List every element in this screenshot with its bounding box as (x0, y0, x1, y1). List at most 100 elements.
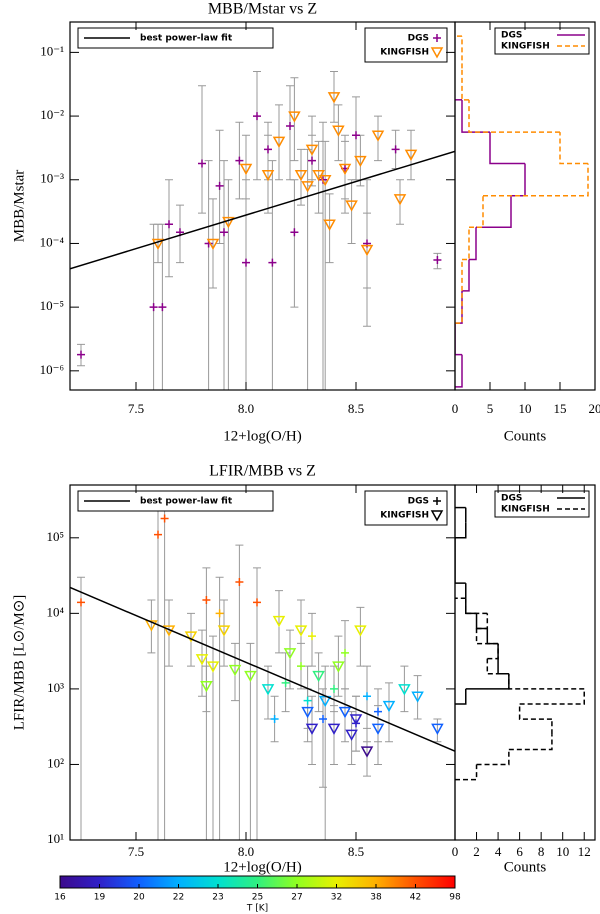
marker (393, 194, 407, 206)
error-bar (286, 629, 294, 690)
marker (433, 497, 441, 505)
marker (363, 692, 371, 701)
marker (433, 34, 441, 42)
x-axis-label: 12+log(O/H) (223, 428, 301, 444)
legend-label: DGS (501, 31, 522, 41)
marker (220, 228, 228, 237)
legend-label: best power-law fit (140, 497, 233, 507)
marker (338, 163, 352, 176)
error-bar (202, 665, 211, 713)
marker (411, 691, 424, 703)
error-bar (224, 179, 233, 390)
histogram-step (469, 195, 484, 228)
colorbar-tick-label: 19 (94, 893, 106, 903)
frame (69, 484, 456, 841)
marker (360, 746, 374, 758)
error-bar (374, 115, 382, 162)
marker (404, 149, 418, 161)
marker (305, 144, 319, 156)
histogram-step (462, 227, 470, 261)
marker (352, 131, 360, 140)
marker (374, 707, 382, 716)
error-bar (407, 129, 415, 181)
marker (165, 220, 173, 229)
error-bar (290, 77, 299, 162)
legend-label: KINGFISH (501, 42, 550, 52)
y-axis-label: MBB/Mstar (11, 170, 27, 243)
legend-box (494, 27, 590, 55)
error-bar (220, 599, 228, 667)
marker (301, 706, 314, 719)
histogram-step (455, 290, 463, 324)
marker (332, 661, 345, 673)
histogram-step (465, 673, 510, 690)
marker (338, 706, 352, 719)
x-tick-label: 10 (519, 401, 532, 416)
error-bar (321, 140, 330, 390)
error-bar (314, 652, 323, 713)
histogram-step (497, 658, 509, 675)
histogram-step (476, 613, 489, 630)
legend-label: KINGFISH (501, 505, 550, 515)
y-tick-label: 10⁻³ (40, 171, 64, 186)
histogram-step (511, 163, 526, 197)
error-bar (413, 675, 422, 720)
x-tick-label: 7.5 (128, 844, 144, 859)
histogram-step (489, 132, 525, 165)
histogram-step (461, 68, 469, 101)
histogram-step (476, 195, 512, 228)
legend-label: DGS (408, 497, 429, 507)
histogram-step (486, 628, 499, 645)
marker (222, 216, 235, 229)
colorbar-tick-label: 16 (54, 893, 66, 903)
marker (303, 696, 312, 705)
x-tick-label: 2 (473, 844, 480, 859)
error-bar (253, 71, 261, 181)
histogram-step (519, 688, 585, 705)
x-tick-label: 8.0 (238, 844, 254, 859)
histogram-step (508, 734, 553, 751)
colorbar-tick-label: 32 (331, 893, 342, 903)
y-tick-label: 10⁻⁶ (40, 362, 64, 377)
error-bar (286, 85, 294, 181)
error-bar (77, 576, 85, 840)
marker (206, 661, 220, 673)
error-bar (215, 576, 224, 840)
marker (268, 258, 277, 267)
histogram-step (455, 522, 467, 539)
frame (69, 21, 456, 391)
error-bar (198, 85, 206, 214)
marker (154, 530, 162, 539)
x-axis-label: Counts (504, 859, 547, 875)
marker (272, 136, 286, 148)
histogram-step (461, 99, 490, 133)
marker (371, 130, 385, 142)
marker (345, 200, 358, 212)
histogram-step (559, 132, 588, 165)
marker (327, 723, 341, 735)
y-tick-label: 10⁵ (46, 529, 64, 544)
x-axis-label: Counts (504, 428, 547, 444)
marker (151, 238, 165, 250)
marker (198, 159, 206, 168)
marker (160, 514, 169, 523)
marker (200, 681, 213, 693)
error-bar (268, 160, 277, 390)
colorbar-tick-label: 27 (291, 893, 302, 903)
colorbar-label: T [K] (246, 904, 268, 914)
marker (319, 714, 327, 723)
error-bar (235, 544, 244, 840)
marker (215, 181, 224, 190)
marker (272, 615, 286, 628)
x-tick-label: 15 (554, 401, 567, 416)
y-tick-label: 10⁴ (46, 604, 64, 619)
histogram-step (455, 323, 462, 356)
colorbar-tick-label: 23 (212, 893, 223, 903)
marker (431, 723, 444, 735)
marker (294, 169, 308, 182)
marker (382, 700, 396, 713)
marker (308, 632, 316, 641)
error-bar (154, 223, 162, 264)
error-bar (275, 590, 283, 654)
y-tick-label: 10¹ (47, 831, 64, 846)
